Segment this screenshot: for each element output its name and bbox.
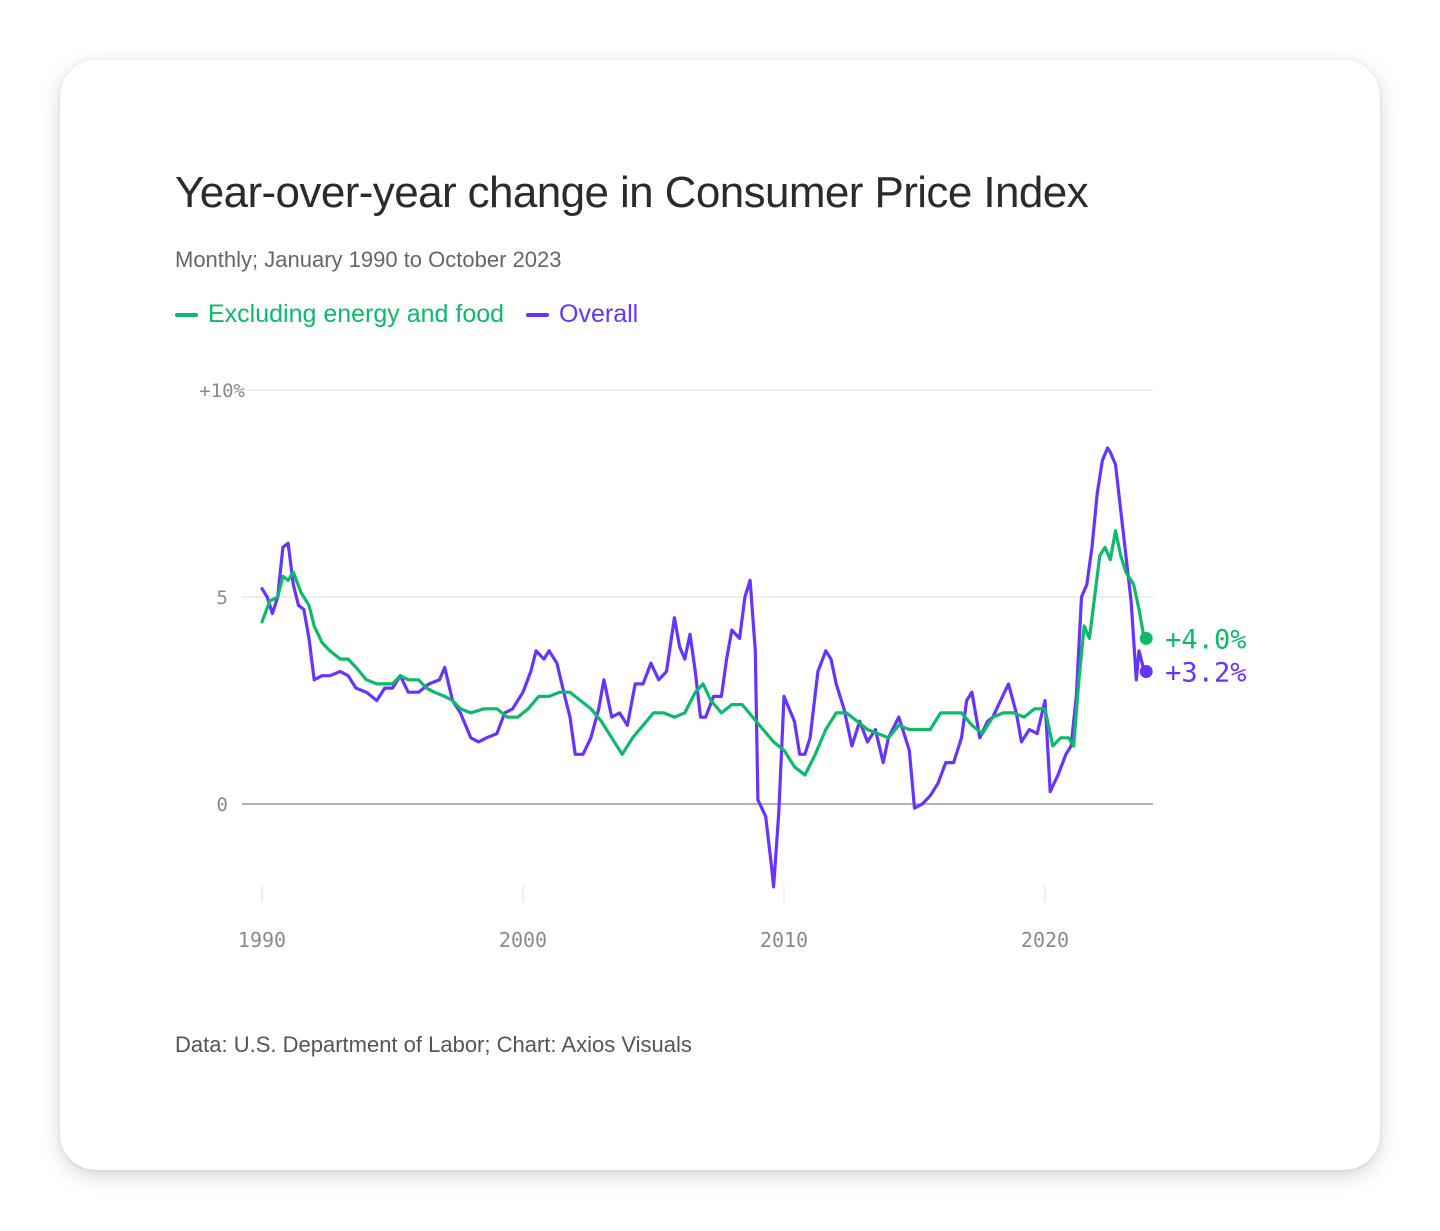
chart-title: Year-over-year change in Consumer Price …	[175, 168, 1089, 217]
x-tick-label: 1990	[238, 928, 286, 952]
chart-source: Data: U.S. Department of Labor; Chart: A…	[175, 1032, 692, 1057]
chart-card: Year-over-year change in Consumer Price …	[60, 60, 1380, 1170]
legend-item-overall[interactable]: Overall	[526, 300, 638, 329]
legend-swatch-core	[175, 312, 198, 317]
legend: Excluding energy and food Overall	[175, 300, 638, 329]
y-tick-label: +10%	[199, 380, 245, 402]
legend-swatch-overall	[526, 312, 550, 317]
x-tick-label: 2020	[1021, 928, 1069, 952]
y-tick-label: 0	[217, 794, 228, 816]
end-dot-overall	[1139, 665, 1153, 679]
legend-label-overall: Overall	[559, 300, 639, 328]
line-chart: +10% 5 0 1990 2000 2010 2020 +3.2%+4.0%	[199, 380, 1246, 952]
x-tick-label: 2000	[499, 928, 547, 952]
end-label-core: +4.0%	[1165, 624, 1246, 655]
series-line-overall	[260, 446, 1146, 889]
legend-label-core: Excluding energy and food	[208, 300, 505, 328]
x-tick-label: 2010	[760, 928, 808, 952]
y-tick-label: 5	[217, 587, 228, 609]
legend-item-core[interactable]: Excluding energy and food	[175, 300, 504, 329]
chart-subtitle: Monthly; January 1990 to October 2023	[175, 247, 562, 272]
end-dot-core	[1139, 631, 1153, 645]
end-label-overall: +3.2%	[1165, 658, 1246, 689]
series-line-core	[260, 529, 1146, 777]
